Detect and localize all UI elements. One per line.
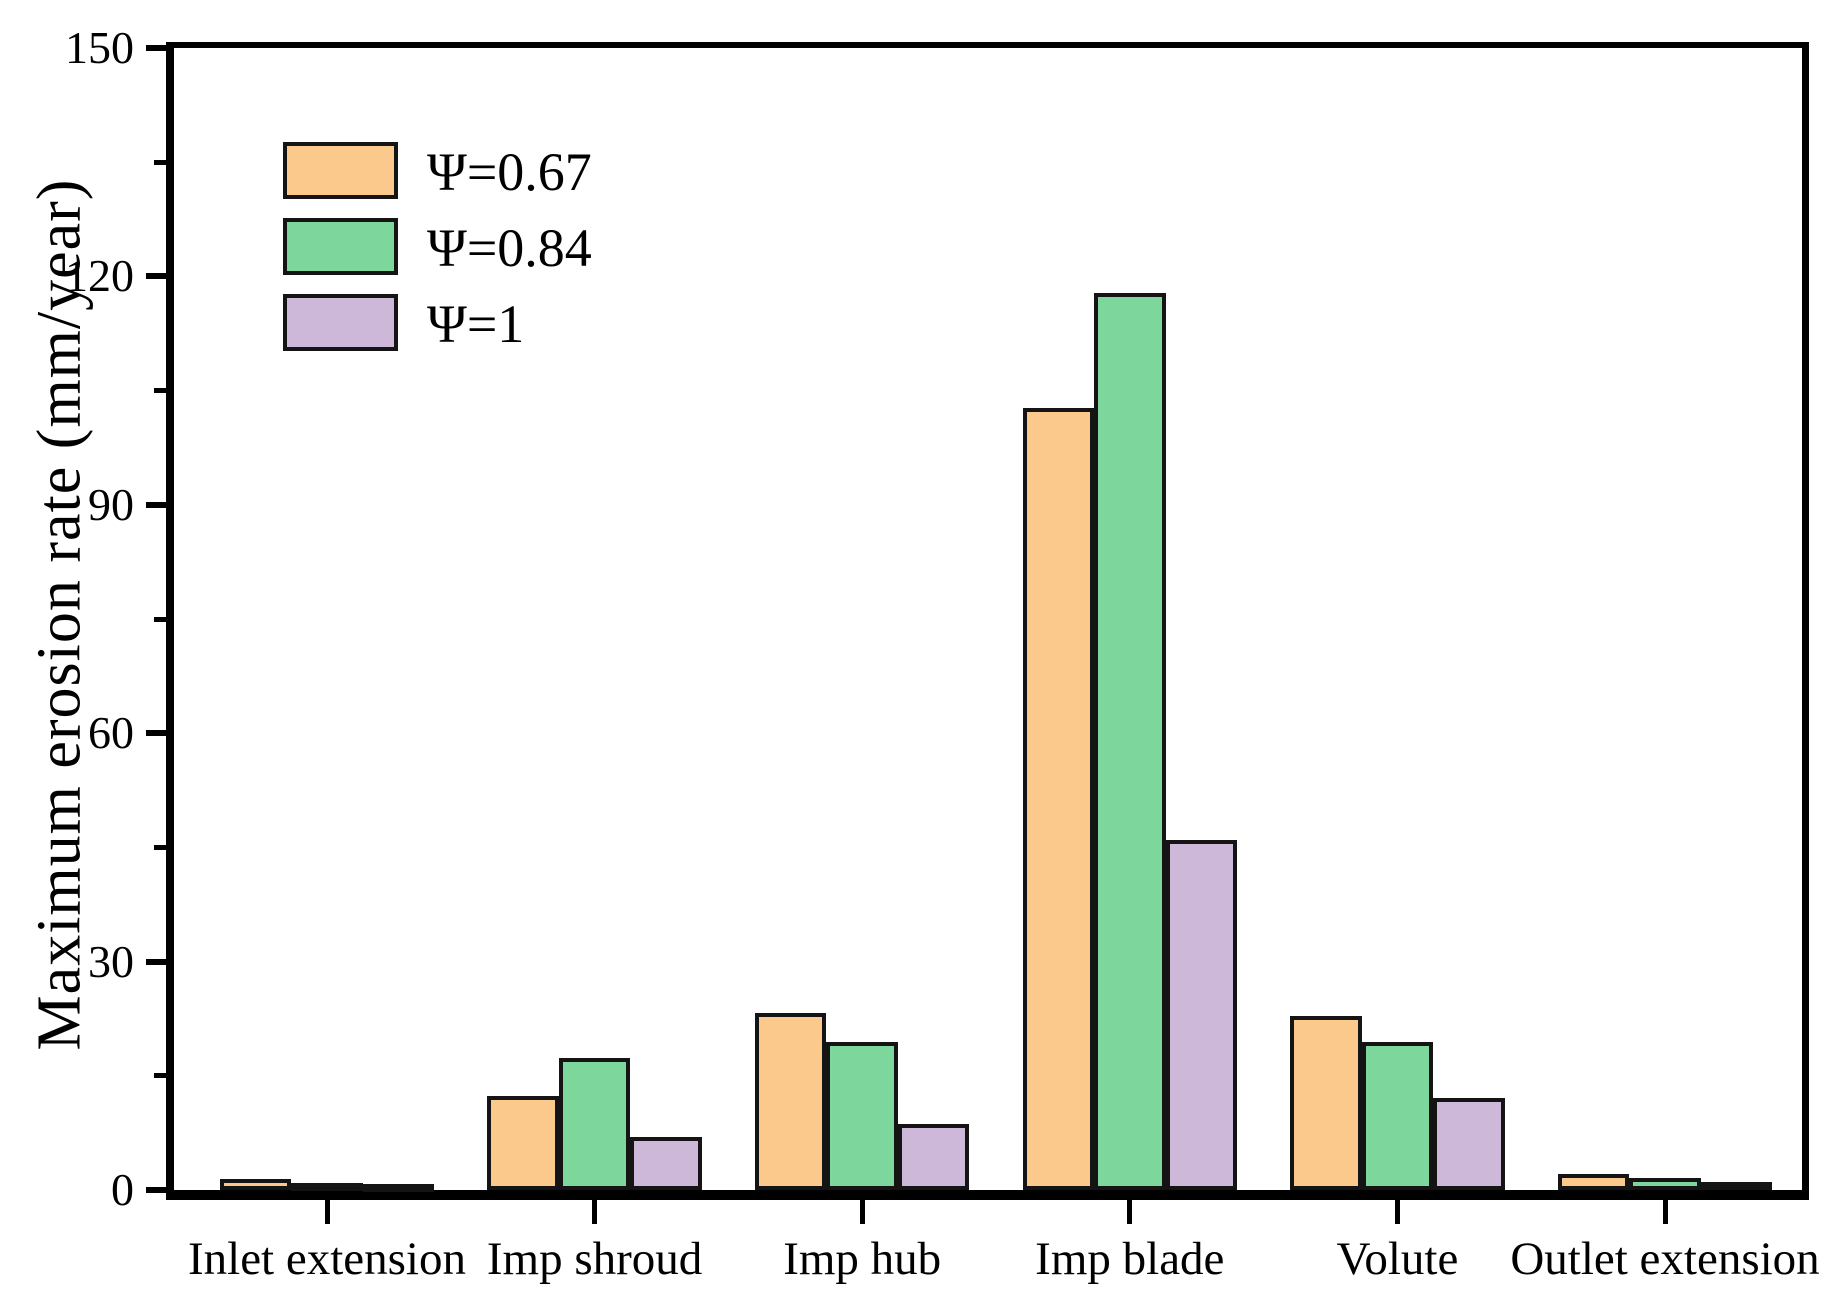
bar-inlet-extension-series-2	[291, 1183, 363, 1192]
bar-imp-blade-series-3	[1165, 839, 1238, 1190]
bar-imp-hub-series-3	[897, 1123, 970, 1190]
y-minor-tick	[154, 388, 166, 394]
y-minor-tick	[154, 844, 166, 850]
y-tick-label: 150	[65, 22, 134, 73]
bar-imp-shroud-series-1	[487, 1096, 559, 1190]
y-tick-label: 30	[88, 935, 134, 987]
y-major-tick	[146, 501, 166, 508]
bar-volute-series-1	[1290, 1015, 1362, 1190]
bar-imp-blade-series-1	[1022, 408, 1095, 1190]
y-major-tick	[146, 45, 166, 51]
y-major-tick	[146, 273, 166, 280]
bar-outlet-extension-series-2	[1629, 1177, 1701, 1190]
bar-imp-shroud-series-2	[558, 1058, 631, 1190]
bar-outlet-extension-series-1	[1557, 1174, 1630, 1190]
y-tick-label: 120	[65, 250, 134, 302]
legend-label-3: Ψ=1	[427, 293, 525, 354]
x-tick	[1127, 1200, 1133, 1224]
x-category-label: Imp hub	[783, 1233, 942, 1285]
y-major-tick	[146, 1187, 166, 1193]
bar-imp-hub-series-2	[826, 1042, 898, 1190]
bar-imp-blade-series-2	[1094, 293, 1166, 1190]
bar-imp-shroud-series-3	[630, 1136, 702, 1190]
x-tick	[1662, 1200, 1668, 1224]
x-category-label: Imp blade	[1035, 1233, 1225, 1285]
bar-inlet-extension-series-1	[219, 1179, 292, 1190]
bar-volute-series-2	[1361, 1042, 1434, 1190]
x-tick	[324, 1200, 330, 1224]
legend-label-2: Ψ=0.84	[427, 217, 592, 278]
bar-volute-series-3	[1433, 1097, 1505, 1190]
y-major-tick	[146, 958, 166, 965]
x-tick	[592, 1200, 598, 1224]
x-category-label: Inlet extension	[187, 1233, 466, 1285]
x-tick	[859, 1200, 865, 1224]
x-category-label: Imp shroud	[486, 1233, 703, 1285]
plot-area	[166, 42, 1809, 1200]
x-tick	[1394, 1200, 1400, 1224]
y-tick-label: 0	[111, 1164, 134, 1215]
bar-inlet-extension-series-3	[362, 1184, 435, 1192]
y-minor-tick	[154, 616, 166, 622]
y-minor-tick	[154, 159, 166, 165]
y-minor-tick	[154, 1073, 166, 1079]
bar-outlet-extension-series-3	[1700, 1182, 1773, 1191]
x-category-label: Outlet extension	[1510, 1233, 1820, 1285]
bar-imp-hub-series-1	[754, 1013, 827, 1190]
legend-swatch-1	[283, 142, 398, 199]
legend-swatch-2	[283, 218, 398, 275]
legend-swatch-3	[283, 294, 398, 351]
y-tick-label: 60	[88, 707, 134, 759]
x-category-label: Volute	[1336, 1233, 1459, 1285]
legend-label-1: Ψ=0.67	[427, 141, 592, 202]
y-major-tick	[146, 730, 166, 737]
y-tick-label: 90	[88, 478, 134, 530]
